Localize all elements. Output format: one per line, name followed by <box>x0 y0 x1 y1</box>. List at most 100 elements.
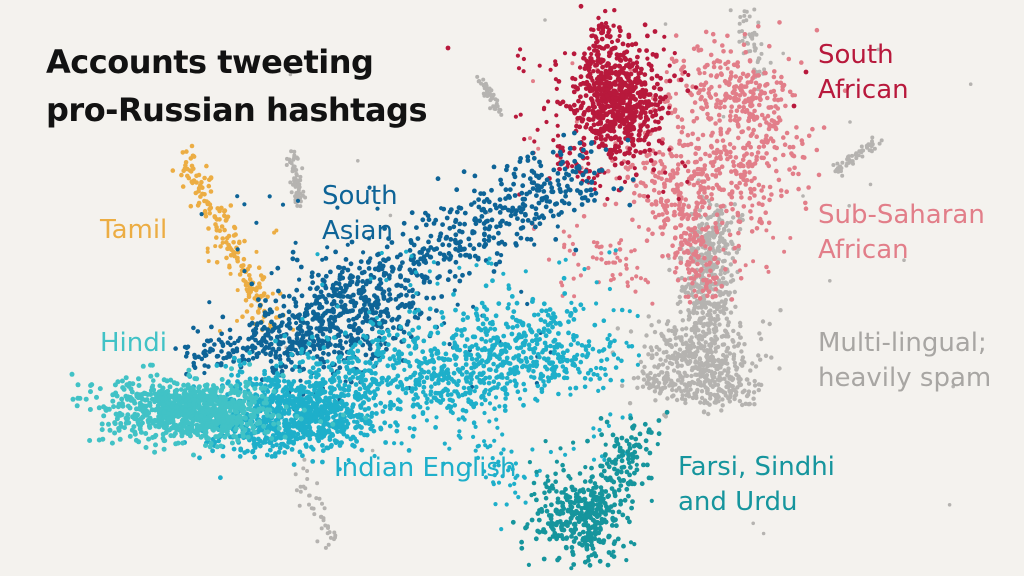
data-point <box>662 381 667 386</box>
data-point <box>665 98 670 104</box>
data-point <box>706 230 711 236</box>
data-point <box>530 296 536 302</box>
data-point <box>257 303 263 308</box>
data-point <box>632 190 637 196</box>
data-point <box>250 316 255 321</box>
data-point <box>230 348 236 353</box>
data-point <box>650 301 655 306</box>
data-point <box>700 238 706 243</box>
data-point <box>578 3 584 9</box>
data-point <box>649 76 655 81</box>
data-point <box>692 100 698 105</box>
data-point <box>693 215 699 221</box>
data-point <box>729 180 734 186</box>
data-point <box>705 253 710 258</box>
data-point <box>376 283 382 288</box>
data-point <box>695 387 700 393</box>
data-point <box>706 205 712 210</box>
data-point <box>729 297 735 302</box>
data-point <box>290 249 296 255</box>
data-point <box>696 273 702 278</box>
data-point <box>708 285 713 290</box>
data-point <box>611 186 617 192</box>
data-point <box>635 102 640 107</box>
data-point <box>719 208 724 213</box>
data-point <box>791 103 797 109</box>
data-point <box>781 135 786 140</box>
data-point <box>720 43 725 48</box>
data-point <box>624 266 629 271</box>
data-point <box>754 226 760 231</box>
data-point <box>180 184 186 189</box>
data-point <box>610 273 615 278</box>
data-point <box>534 193 539 199</box>
data-point <box>787 167 792 172</box>
data-point <box>729 273 734 278</box>
data-point <box>629 42 635 48</box>
data-point <box>615 38 621 43</box>
data-point <box>264 452 270 458</box>
data-point <box>512 193 518 198</box>
data-point <box>219 205 224 211</box>
data-point <box>350 274 355 280</box>
data-point <box>453 217 459 223</box>
data-point <box>340 345 345 351</box>
data-point <box>553 59 558 64</box>
data-point <box>705 321 710 326</box>
data-point <box>617 247 623 252</box>
data-point <box>665 253 671 258</box>
data-point <box>595 92 601 98</box>
data-point <box>327 322 333 328</box>
data-point <box>769 355 774 360</box>
data-point <box>358 259 364 264</box>
data-point <box>660 152 666 157</box>
data-point <box>694 395 699 401</box>
data-point <box>664 177 670 183</box>
data-point <box>539 308 545 314</box>
data-point <box>567 234 572 239</box>
data-point <box>312 512 317 517</box>
data-point <box>237 239 242 244</box>
data-point <box>718 388 723 393</box>
data-point <box>598 183 603 189</box>
data-point <box>323 285 329 291</box>
data-point <box>345 366 350 372</box>
data-point <box>507 187 513 193</box>
data-point <box>771 119 777 124</box>
data-point <box>435 176 441 182</box>
data-point <box>680 318 685 323</box>
data-point <box>728 49 734 54</box>
data-point <box>300 335 306 340</box>
data-point <box>757 331 762 336</box>
data-point <box>426 217 432 223</box>
data-point <box>725 323 731 328</box>
data-point <box>366 384 372 389</box>
data-point <box>486 199 492 205</box>
data-point <box>338 299 344 305</box>
data-point <box>493 368 499 374</box>
data-point <box>505 305 511 311</box>
data-point <box>657 149 662 155</box>
data-point <box>434 308 439 313</box>
data-point <box>700 310 705 315</box>
data-point <box>736 135 741 141</box>
data-point <box>726 228 731 233</box>
data-point <box>397 266 402 272</box>
data-point <box>951 384 955 389</box>
data-point <box>340 275 346 281</box>
data-point <box>400 231 406 237</box>
data-point <box>814 27 820 33</box>
data-point <box>426 239 431 245</box>
data-point <box>555 178 561 184</box>
data-point <box>555 171 561 176</box>
data-point <box>667 267 672 273</box>
data-point <box>741 145 746 151</box>
data-point <box>705 111 710 117</box>
data-point <box>624 49 630 55</box>
data-point <box>387 390 392 396</box>
data-point <box>719 362 724 367</box>
data-point <box>513 317 519 323</box>
data-point <box>398 252 403 258</box>
data-point <box>633 68 639 73</box>
data-point <box>558 322 563 327</box>
